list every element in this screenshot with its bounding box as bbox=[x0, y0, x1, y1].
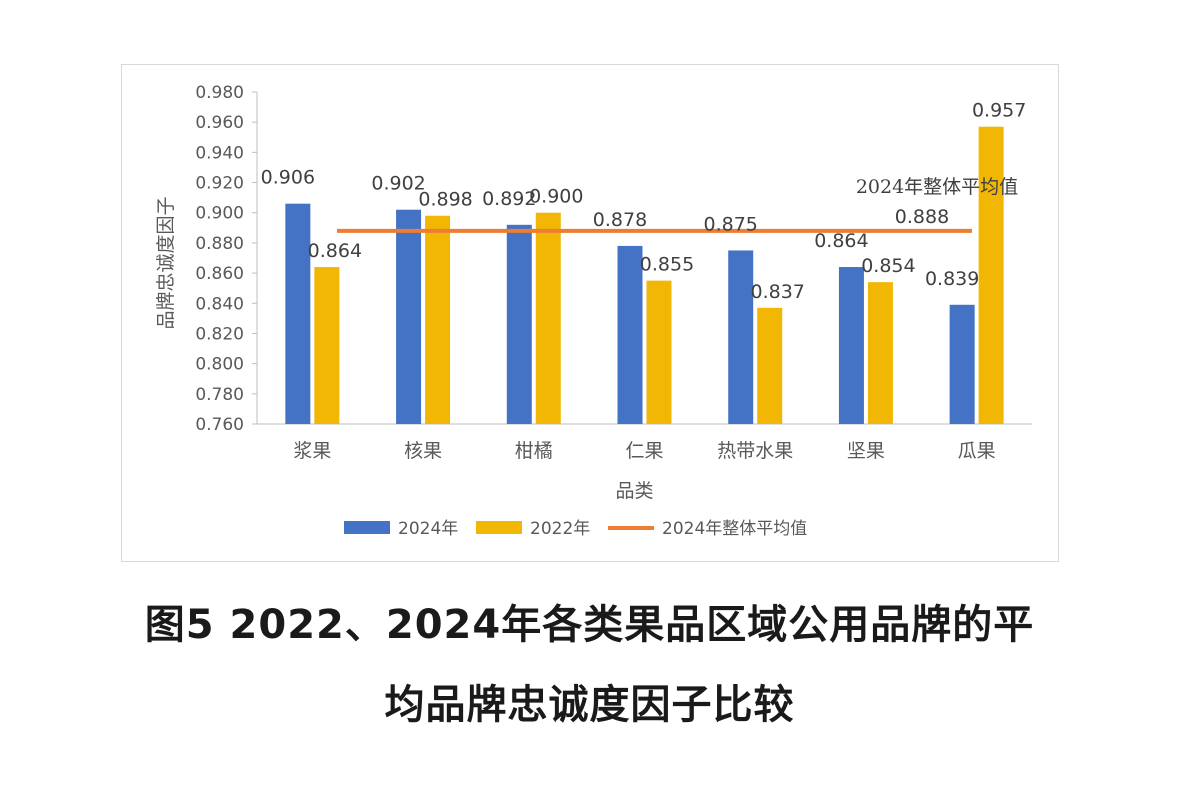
average-value-label: 0.888 bbox=[895, 206, 949, 228]
data-label: 0.864 bbox=[308, 240, 362, 262]
y-tick-label: 0.840 bbox=[195, 294, 244, 314]
y-tick-label: 0.940 bbox=[195, 143, 244, 163]
y-tick-label: 0.980 bbox=[195, 83, 244, 103]
bar-series-2 bbox=[535, 212, 561, 424]
x-axis-title: 品类 bbox=[615, 480, 653, 502]
bar-chart: 0.760 0.780 0.800 0.820 0.840 0.860 0.880 0.900… bbox=[155, 83, 1032, 539]
y-tick-label: 0.960 bbox=[195, 113, 244, 133]
x-tick-label: 仁果 bbox=[625, 440, 663, 462]
y-tick-label: 0.860 bbox=[195, 264, 244, 284]
data-label: 0.854 bbox=[861, 255, 915, 277]
y-tick-label: 0.780 bbox=[195, 385, 244, 405]
figure-caption-line-2: 均品牌忠诚度因子比较 bbox=[384, 682, 795, 728]
data-label: 0.906 bbox=[261, 167, 315, 189]
legend-swatch bbox=[344, 521, 390, 534]
y-tick-label: 0.760 bbox=[195, 415, 244, 435]
data-label: 0.957 bbox=[972, 100, 1026, 122]
x-tick-label: 核果 bbox=[404, 440, 442, 462]
bar-series-1 bbox=[285, 203, 311, 424]
y-tick-label: 0.880 bbox=[195, 234, 244, 254]
average-line-label: 2024年整体平均值 bbox=[856, 176, 1018, 198]
data-label: 0.839 bbox=[925, 268, 979, 290]
x-tick-label: 瓜果 bbox=[958, 440, 996, 462]
bar-series-1 bbox=[728, 250, 754, 424]
data-label: 0.855 bbox=[640, 254, 694, 276]
x-tick-label: 浆果 bbox=[293, 440, 331, 462]
bar-series-2 bbox=[757, 307, 783, 424]
data-label: 0.864 bbox=[814, 230, 868, 252]
data-label: 0.837 bbox=[751, 281, 805, 303]
bar-series-2 bbox=[978, 126, 1004, 424]
data-label: 0.878 bbox=[593, 209, 647, 231]
chart-frame: 0.760 0.780 0.800 0.820 0.840 0.860 0.880 0.900… bbox=[121, 64, 1059, 562]
y-axis-title: 品牌忠诚度因子 bbox=[155, 196, 177, 329]
legend-label: 2024年整体平均值 bbox=[662, 519, 807, 539]
bar-series-1 bbox=[617, 245, 643, 424]
figure-caption-line-1: 图5 2022、2024年各类果品区域公用品牌的平 bbox=[144, 602, 1035, 648]
data-label: 0.902 bbox=[371, 173, 425, 195]
x-tick-label: 坚果 bbox=[847, 440, 885, 462]
y-tick-label: 0.920 bbox=[195, 174, 244, 194]
data-label: 0.875 bbox=[704, 213, 758, 235]
bar-series-2 bbox=[314, 267, 340, 424]
data-label: 0.900 bbox=[529, 186, 583, 208]
bar-series-1 bbox=[838, 267, 864, 424]
bar-series-1 bbox=[506, 224, 532, 424]
y-tick-label: 0.800 bbox=[195, 355, 244, 375]
x-tick-label: 热带水果 bbox=[717, 440, 793, 462]
bar-series-2 bbox=[425, 215, 451, 424]
y-tick-label: 0.820 bbox=[195, 324, 244, 344]
y-tick-label: 0.900 bbox=[195, 204, 244, 224]
legend-swatch bbox=[476, 521, 522, 534]
bar-series-2 bbox=[867, 282, 893, 424]
bar-series-2 bbox=[646, 280, 672, 424]
data-label: 0.898 bbox=[418, 189, 472, 211]
bar-series-1 bbox=[396, 209, 422, 424]
legend-label: 2024年 bbox=[398, 519, 458, 539]
legend-label: 2022年 bbox=[530, 519, 590, 539]
data-label: 0.892 bbox=[482, 188, 536, 210]
x-tick-label: 柑橘 bbox=[515, 440, 553, 462]
bar-series-1 bbox=[949, 304, 975, 424]
